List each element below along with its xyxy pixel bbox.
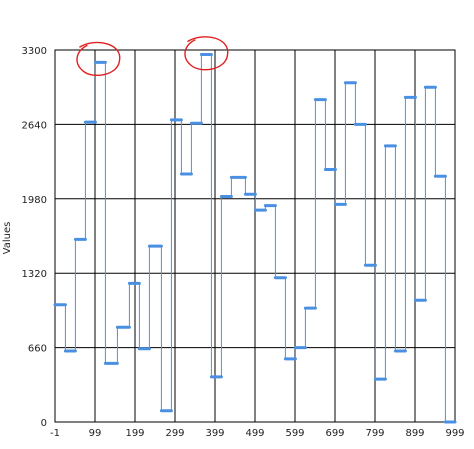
y-tick-label: 1980 (22, 195, 47, 206)
x-tick-label: 299 (165, 428, 184, 439)
x-tick-label: 899 (405, 428, 424, 439)
x-tick-label: 199 (125, 428, 144, 439)
x-tick-label: 999 (445, 428, 464, 439)
y-tick-label: 2640 (22, 120, 47, 131)
x-tick-label: -1 (50, 428, 60, 439)
highlight-circle (76, 41, 121, 77)
y-tick-label: 0 (41, 418, 47, 429)
y-axis-title: Values (2, 222, 13, 255)
x-tick-label: 99 (89, 428, 102, 439)
x-tick-label: 699 (325, 428, 344, 439)
x-tick-label: 599 (285, 428, 304, 439)
plot-border (54, 49, 456, 423)
highlight-circle (184, 36, 229, 71)
y-tick-label: 1320 (22, 269, 47, 280)
x-tick-label: 499 (245, 428, 264, 439)
x-tick-label: 799 (365, 428, 384, 439)
y-tick-label: 660 (28, 344, 47, 355)
y-tick-label: 3300 (22, 46, 47, 57)
x-tick-label: 399 (205, 428, 224, 439)
